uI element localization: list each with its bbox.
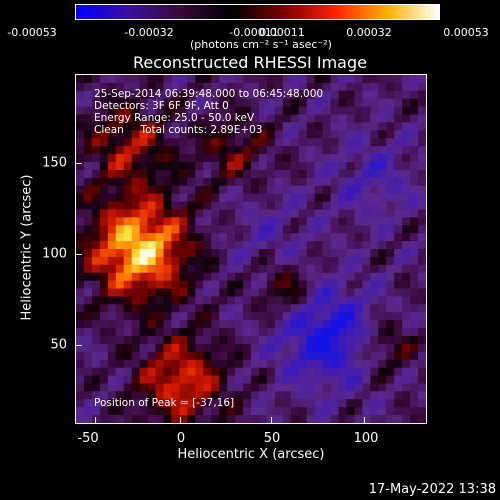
y-tick-label: 150	[42, 155, 67, 171]
colorbar-tick: 0.00011	[259, 26, 305, 39]
x-tickmark	[180, 417, 181, 423]
x-tick-label: -50	[77, 431, 99, 446]
clean-counts-annotation: Clean Total counts: 2.89E+03	[94, 124, 263, 136]
time-range-annotation: 25-Sep-2014 06:39:48.000 to 06:45:48.000	[94, 88, 324, 100]
y-tickmark	[76, 254, 82, 255]
y-tickmark	[76, 163, 82, 164]
x-tickmark	[271, 417, 272, 423]
peak-position-annotation: Position of Peak = [-37,16]	[94, 397, 235, 409]
detectors-annotation: Detectors: 3F 6F 9F, Att 0	[94, 100, 229, 112]
y-tick-label: 50	[50, 337, 67, 353]
x-axis-label: Heliocentric X (arcsec)	[177, 447, 325, 462]
colorbar-tick: 0.00053	[443, 26, 489, 39]
colorbar-tick: 0.00032	[346, 26, 392, 39]
heatmap-image	[76, 75, 426, 423]
x-tick-label: 100	[353, 431, 379, 446]
y-axis-label: Heliocentric Y (arcsec)	[19, 174, 35, 321]
energy-range-annotation: Energy Range: 25.0 - 50.0 keV	[94, 112, 255, 124]
image-plot	[75, 74, 427, 424]
colorbar-tick: -0.00053	[7, 26, 57, 39]
colorbar	[75, 4, 440, 20]
x-tick-label: 50	[263, 431, 281, 446]
x-tick-label: 0	[176, 431, 186, 446]
y-tickmark	[76, 345, 82, 346]
x-tickmark	[364, 417, 365, 423]
x-tickmark	[95, 417, 96, 423]
y-tick-label: 100	[42, 246, 67, 262]
colorbar-units: (photons cm⁻² s⁻¹ asec⁻²)	[190, 38, 332, 51]
colorbar-tick: -0.00032	[124, 26, 174, 39]
plot-title: Reconstructed RHESSI Image	[133, 53, 367, 72]
timestamp: 17-May-2022 13:38	[368, 482, 496, 497]
colorbar-tick: -0.00011	[229, 26, 279, 39]
